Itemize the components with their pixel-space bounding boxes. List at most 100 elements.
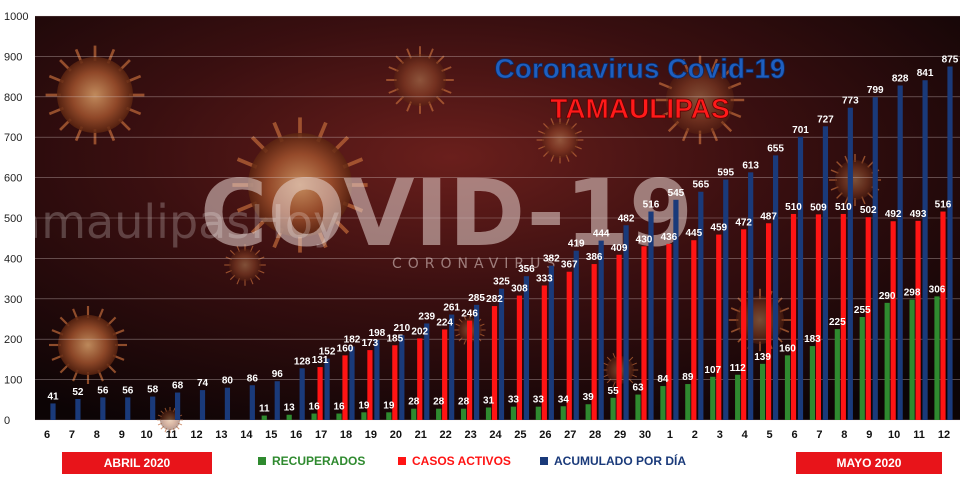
legend-recuperados: RECUPERADOS (258, 454, 365, 468)
label-acumulado: 182 (344, 334, 361, 345)
watermark: tamaulipasHoy (0, 195, 340, 249)
label-acumulado: 152 (319, 347, 336, 358)
bar-acumulado (224, 387, 231, 420)
label-acumulado: 799 (867, 85, 884, 96)
label-activos: 246 (461, 309, 478, 320)
bar-recuperados (535, 406, 541, 420)
bar-recuperados (884, 302, 890, 420)
bar-recuperados (336, 413, 342, 420)
label-activos: 502 (860, 205, 877, 216)
label-activos: 224 (436, 318, 453, 329)
x-tick-label: 7 (816, 429, 822, 441)
bar-activos (367, 350, 373, 420)
bar-recuperados (834, 329, 840, 420)
virus-body (736, 296, 784, 344)
bar-acumulado (498, 288, 505, 420)
bar-activos (541, 285, 547, 420)
label-activos: 445 (685, 228, 702, 239)
bar-activos (317, 367, 323, 420)
label-activos: 492 (885, 209, 902, 220)
bar-acumulado (822, 126, 829, 421)
bar-acumulado (473, 304, 480, 420)
virus-particle (829, 154, 881, 206)
bar-acumulado (199, 390, 206, 420)
label-activos: 160 (337, 343, 354, 354)
bar-acumulado (374, 340, 380, 420)
bar-activos (641, 246, 647, 420)
bar-activos (442, 329, 448, 420)
virus-particle (224, 244, 266, 286)
label-activos: 333 (536, 273, 553, 284)
bar-recuperados (660, 386, 666, 420)
label-activos: 436 (661, 232, 678, 243)
x-tick-label: 20 (390, 429, 402, 441)
y-tick-label: 800 (4, 92, 22, 104)
label-acumulado: 356 (518, 264, 535, 275)
x-tick-label: 9 (866, 429, 872, 441)
label-acumulado: 74 (197, 378, 209, 389)
bar-recuperados (759, 363, 766, 420)
x-tick-label: 14 (240, 429, 253, 441)
label-recuperados: 19 (358, 400, 370, 411)
gridlines (35, 15, 960, 421)
virus-body (666, 66, 734, 134)
label-activos: 510 (785, 202, 802, 213)
bar-activos (616, 254, 622, 420)
bar-acumulado (623, 225, 629, 420)
label-acumulado: 444 (593, 229, 610, 240)
label-acumulado: 261 (443, 303, 460, 314)
label-acumulado: 595 (717, 168, 734, 179)
label-acumulado: 285 (468, 293, 485, 304)
label-activos: 493 (910, 209, 927, 220)
bar-acumulado (150, 396, 156, 420)
y-tick-label: 1000 (4, 11, 28, 23)
y-tick-label: 300 (4, 294, 22, 306)
legend-swatch-recuperados (258, 457, 266, 465)
legend-label-acumulado: ACUMULADO POR DÍA (554, 454, 686, 468)
label-recuperados: 28 (433, 397, 445, 408)
x-tick-label: 30 (639, 429, 651, 441)
chart-title: Coronavirus Covid-19 (495, 53, 786, 84)
legend-swatch-acumulado (540, 457, 548, 465)
x-tick-label: 10 (888, 429, 900, 441)
label-acumulado: 727 (817, 114, 834, 125)
bar-recuperados (934, 296, 940, 420)
label-activos: 409 (611, 243, 628, 254)
bar-activos (716, 234, 722, 420)
x-tick-label: 8 (841, 429, 847, 441)
x-tick-label: 27 (564, 429, 576, 441)
label-acumulado: 828 (892, 73, 909, 84)
bar-acumulado (50, 403, 56, 420)
virus-particle (386, 46, 454, 114)
bar-activos (790, 213, 797, 420)
x-tick-label: 28 (589, 429, 601, 441)
label-acumulado: 239 (418, 311, 435, 322)
label-recuperados: 19 (383, 400, 395, 411)
x-tick-label: 5 (767, 429, 773, 441)
label-activos: 516 (935, 200, 952, 211)
bar-acumulado (523, 276, 530, 420)
bar-activos (666, 243, 672, 420)
bar-acumulado (897, 85, 903, 420)
label-acumulado: 382 (543, 254, 560, 265)
bar-acumulado (349, 346, 355, 420)
x-tick-label: 7 (69, 429, 75, 441)
label-acumulado: 198 (369, 328, 386, 339)
bar-activos (392, 345, 398, 420)
label-recuperados: 16 (309, 402, 321, 413)
x-tick-label: 3 (717, 429, 723, 441)
x-tick-label: 19 (365, 429, 377, 441)
bar-recuperados (311, 413, 317, 420)
x-tick-label: 17 (315, 429, 327, 441)
bar-recuperados (784, 355, 791, 420)
label-acumulado: 41 (47, 391, 59, 402)
bars (50, 66, 953, 421)
label-acumulado: 58 (147, 385, 159, 396)
y-tick-label: 400 (4, 253, 22, 265)
label-recuperados: 290 (879, 291, 896, 302)
legend-acumulado: ACUMULADO POR DÍA (540, 454, 686, 468)
month-label-may: MAYO 2020 (796, 452, 942, 474)
bar-acumulado (548, 265, 554, 420)
label-activos: 510 (835, 202, 852, 213)
